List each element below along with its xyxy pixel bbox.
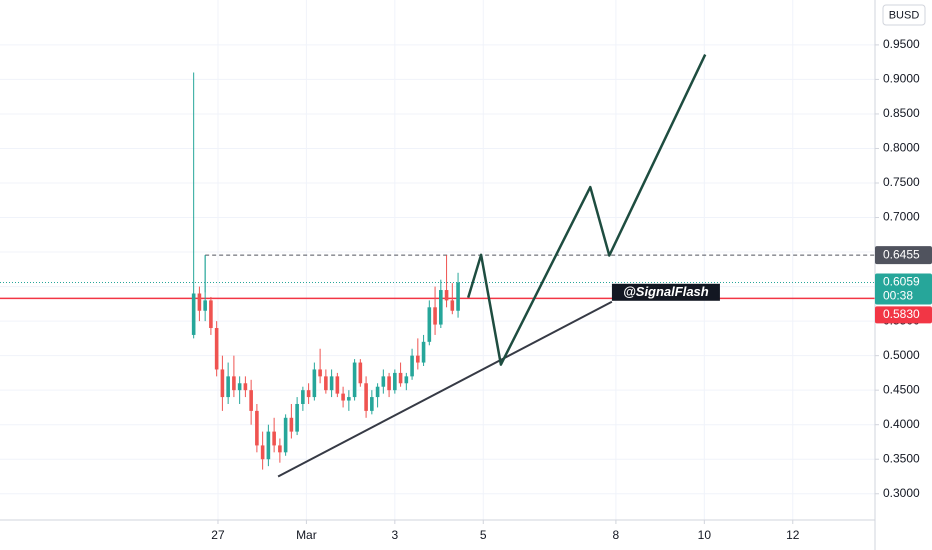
candle-body	[283, 417, 288, 453]
projection-path	[467, 54, 707, 366]
y-tick-label: 0.3500	[883, 451, 920, 465]
candle-body	[329, 376, 334, 391]
y-tick-label: 0.5000	[883, 348, 920, 362]
y-tick-label: 0.8500	[883, 106, 920, 120]
y-tick-label: 0.9500	[883, 37, 920, 51]
candle-body	[295, 403, 299, 432]
x-tick-label: 3	[391, 528, 398, 542]
candle-body	[203, 300, 207, 311]
y-tick-label: 0.7000	[883, 210, 920, 224]
x-tick-label: 10	[698, 528, 712, 542]
trendline	[277, 300, 613, 478]
candle-body	[416, 355, 420, 363]
candle-body	[220, 369, 225, 398]
candle-body	[404, 376, 409, 384]
y-tick-label: 0.8000	[883, 141, 920, 155]
currency-label: BUSD	[889, 9, 920, 21]
candle-body	[347, 397, 351, 401]
candle-body	[318, 369, 322, 377]
candle-body	[341, 393, 345, 401]
candle-body	[421, 341, 426, 363]
resistance-price-box	[875, 246, 932, 265]
y-tick-label: 0.7500	[883, 175, 920, 189]
candle-body	[387, 376, 391, 391]
candle-body	[260, 445, 265, 460]
x-tick-label: 8	[613, 528, 620, 542]
candle-body	[450, 300, 455, 311]
candle-body	[364, 383, 368, 411]
candle-body	[439, 290, 443, 325]
x-tick-label: 5	[480, 528, 487, 542]
y-tick-label: 0.9000	[883, 72, 920, 86]
last-price-box	[875, 273, 932, 305]
candle-body	[427, 307, 432, 342]
candle-body	[393, 372, 397, 391]
candle-body	[370, 397, 374, 411]
candle-body	[456, 282, 460, 311]
candle-body	[433, 307, 437, 325]
x-tick-label: Mar	[296, 528, 317, 542]
candle-body	[209, 300, 213, 329]
candle-body	[197, 293, 202, 311]
candle-body	[312, 369, 317, 398]
candle-body	[278, 445, 282, 453]
y-tick-label: 0.4000	[883, 417, 920, 431]
candle-body	[352, 362, 357, 398]
candle-body	[232, 376, 236, 391]
candle-body	[226, 376, 230, 398]
resistance-price-label: 0.6455	[883, 247, 920, 261]
candle-body	[324, 376, 328, 391]
candle-body	[249, 390, 253, 411]
candle-body	[289, 417, 294, 432]
candle-body	[266, 431, 271, 460]
candle-body	[214, 328, 219, 370]
countdown-label: 00:38	[883, 289, 913, 303]
candle-body	[237, 383, 242, 391]
y-tick-label: 0.4500	[883, 382, 920, 396]
x-tick-label: 12	[786, 528, 800, 542]
candle-body	[358, 362, 363, 384]
annotation-text: @SignalFlash	[623, 284, 709, 299]
candle-body	[301, 390, 305, 404]
candle-body	[306, 390, 311, 398]
candle-body	[381, 376, 386, 387]
candle-body	[444, 290, 449, 301]
x-tick-label: 27	[211, 528, 225, 542]
candle-body	[398, 372, 403, 384]
currency-badge[interactable]	[882, 4, 926, 26]
candle-body	[272, 431, 276, 446]
candle-body	[410, 355, 414, 377]
last-price-label: 0.6059	[883, 275, 920, 289]
annotation-box	[611, 283, 720, 301]
candle-body	[243, 383, 248, 391]
support-price-box	[875, 306, 932, 324]
support-price-label: 0.5830	[883, 307, 920, 321]
candle-body	[255, 410, 259, 446]
candle-body	[375, 386, 380, 398]
candle-body	[191, 293, 196, 335]
y-tick-label: 0.3000	[883, 486, 920, 500]
candle-body	[335, 376, 340, 394]
